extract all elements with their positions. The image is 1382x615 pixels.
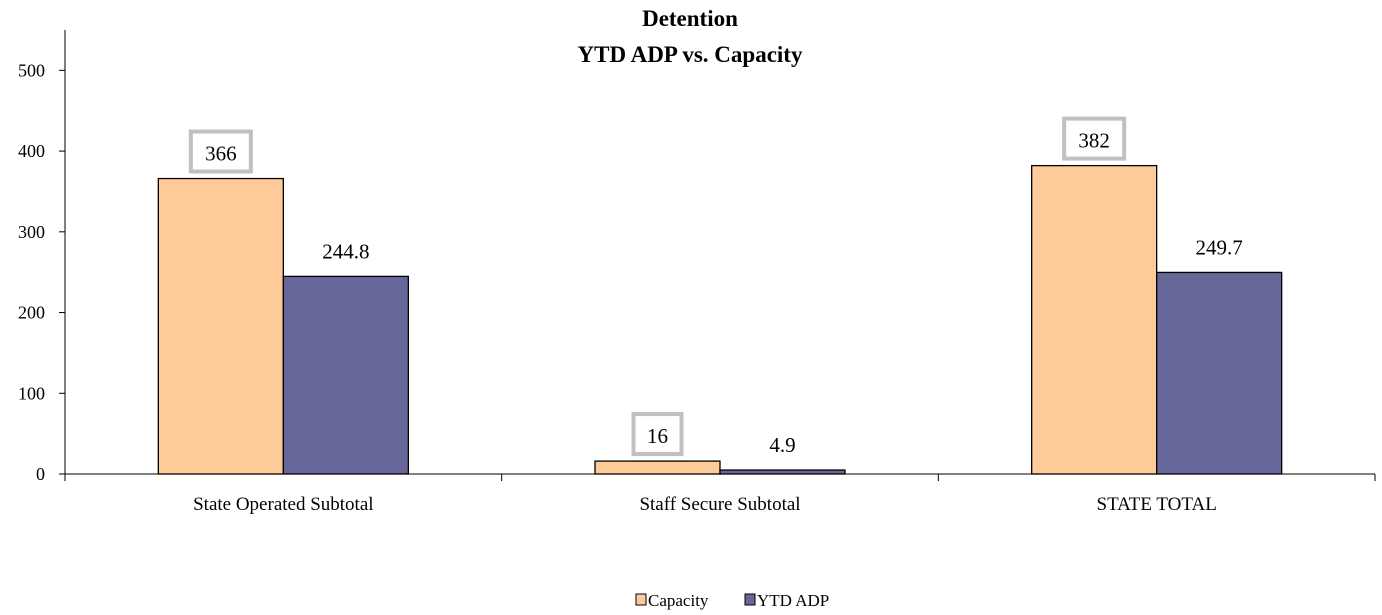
y-axis: 0 100 200 300 400 500 [18, 30, 66, 484]
bar-ytd-adp [282, 275, 409, 475]
y-tick-label: 0 [36, 464, 45, 484]
data-label: 382 [1078, 129, 1110, 153]
bar-capacity [594, 460, 721, 475]
x-axis: State Operated Subtotal Staff Secure Subt… [64, 473, 1376, 515]
data-labels: 366 16 382 244.8 4.9 249.7 [188, 116, 1243, 457]
y-tick-label: 100 [18, 383, 45, 403]
legend-swatch [635, 593, 647, 606]
data-label-box [631, 412, 684, 457]
data-label-box [1062, 116, 1127, 161]
legend-label: YTD ADP [757, 591, 829, 610]
data-label-box [188, 129, 253, 174]
data-label: 4.9 [769, 433, 795, 457]
legend-swatch [744, 593, 756, 606]
legend: Capacity YTD ADP [635, 591, 829, 610]
data-label: 16 [647, 424, 668, 448]
bar-series [157, 164, 1283, 475]
category-label: State Operated Subtotal [193, 494, 373, 515]
bar-ytd-adp [1156, 271, 1283, 475]
chart-title-line-2: YTD ADP vs. Capacity [578, 42, 803, 67]
bar-capacity [157, 177, 284, 475]
bar-ytd-adp [719, 469, 846, 475]
legend-label: Capacity [648, 591, 709, 610]
chart-title-line-1: Detention [642, 6, 738, 31]
data-label: 244.8 [322, 239, 369, 263]
category-label: STATE TOTAL [1097, 494, 1217, 515]
data-label: 249.7 [1196, 235, 1243, 259]
y-tick-label: 200 [18, 303, 45, 323]
y-tick-label: 400 [18, 141, 45, 161]
data-label: 366 [205, 142, 237, 166]
y-tick-label: 500 [18, 60, 45, 80]
bar-capacity [1031, 164, 1158, 475]
category-label: Staff Secure Subtotal [639, 494, 800, 515]
y-tick-label: 300 [18, 222, 45, 242]
